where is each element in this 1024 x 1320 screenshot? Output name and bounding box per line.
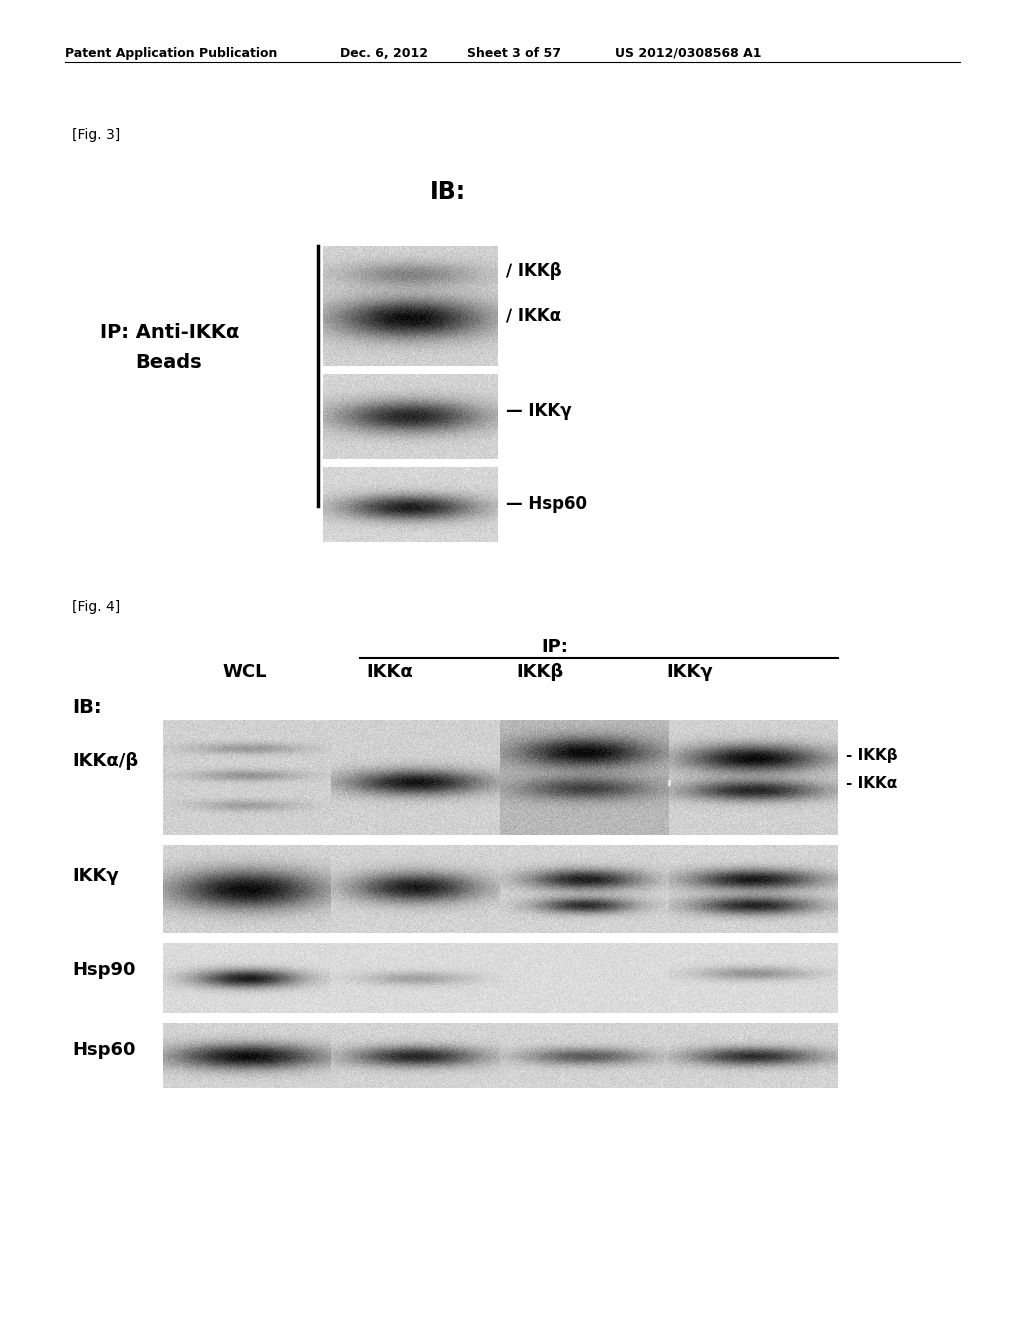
Text: [Fig. 3]: [Fig. 3] — [72, 128, 120, 143]
Text: WCL: WCL — [223, 663, 267, 681]
Text: IB:: IB: — [430, 180, 466, 205]
Text: IB:: IB: — [72, 698, 101, 717]
Text: IKKγ: IKKγ — [667, 663, 714, 681]
Text: [Fig. 4]: [Fig. 4] — [72, 601, 120, 614]
Text: Beads: Beads — [135, 352, 202, 372]
Text: — IKKγ: — IKKγ — [506, 403, 571, 420]
Text: Dec. 6, 2012: Dec. 6, 2012 — [340, 48, 428, 59]
Text: US 2012/0308568 A1: US 2012/0308568 A1 — [615, 48, 762, 59]
Text: IP: Anti-IKKα: IP: Anti-IKKα — [100, 323, 240, 342]
Text: ∕ IKKα: ∕ IKKα — [506, 306, 561, 323]
Text: Patent Application Publication: Patent Application Publication — [65, 48, 278, 59]
Text: - IKKβ: - IKKβ — [846, 748, 898, 763]
Text: Hsp90: Hsp90 — [72, 961, 135, 979]
Text: IP:: IP: — [542, 638, 568, 656]
Text: IKKα: IKKα — [367, 663, 414, 681]
Text: ∕ IKKβ: ∕ IKKβ — [506, 261, 561, 280]
Text: IKKβ: IKKβ — [516, 663, 563, 681]
Text: IKKγ: IKKγ — [72, 867, 119, 884]
Text: IKKα/β: IKKα/β — [72, 752, 138, 770]
Text: Hsp60: Hsp60 — [72, 1041, 135, 1059]
Text: — Hsp60: — Hsp60 — [506, 495, 587, 513]
Text: - IKKα: - IKKα — [846, 776, 897, 791]
Text: Sheet 3 of 57: Sheet 3 of 57 — [467, 48, 561, 59]
